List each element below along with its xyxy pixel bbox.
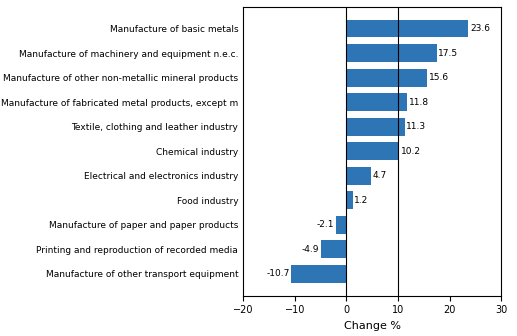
Text: 11.3: 11.3 (406, 122, 427, 131)
Bar (346, 142, 399, 160)
Text: 15.6: 15.6 (429, 73, 449, 82)
Bar (321, 240, 346, 258)
Bar (346, 167, 371, 184)
Text: -4.9: -4.9 (302, 245, 320, 254)
Bar (346, 20, 468, 38)
Bar (336, 216, 346, 234)
Text: -10.7: -10.7 (266, 269, 290, 278)
Bar (346, 118, 405, 135)
Text: 17.5: 17.5 (438, 49, 459, 58)
Text: 4.7: 4.7 (372, 171, 387, 180)
Text: 23.6: 23.6 (470, 24, 490, 33)
Bar (291, 265, 346, 283)
Bar (346, 192, 353, 209)
Text: 1.2: 1.2 (354, 196, 369, 205)
Text: 10.2: 10.2 (401, 147, 421, 156)
Text: -2.1: -2.1 (316, 220, 334, 229)
Text: 11.8: 11.8 (409, 98, 429, 107)
Bar (346, 69, 427, 86)
Bar (346, 93, 407, 111)
Bar (346, 44, 437, 62)
X-axis label: Change %: Change % (344, 321, 401, 331)
